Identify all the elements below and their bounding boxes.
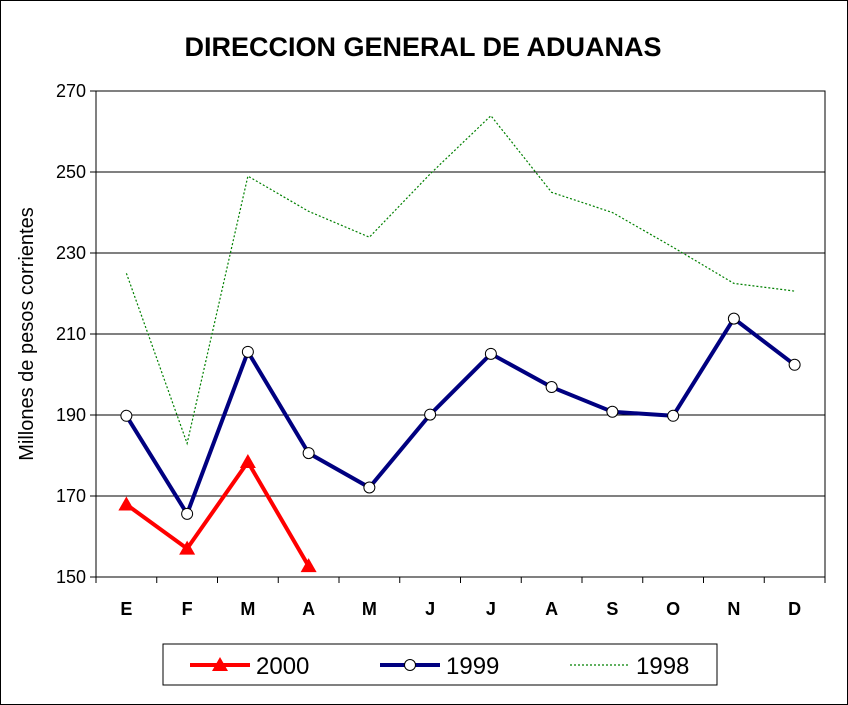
legend: 2000 1999 1998 bbox=[162, 643, 718, 686]
x-tick-label-7: A bbox=[545, 599, 558, 619]
series-2000-line bbox=[125, 458, 311, 568]
series-1999-point-10 bbox=[727, 312, 740, 325]
grid bbox=[96, 171, 825, 497]
series-2000-point-1 bbox=[179, 540, 196, 555]
series bbox=[118, 114, 801, 573]
series-1999-point-2 bbox=[241, 345, 254, 358]
x-tick-label-0: E bbox=[120, 599, 132, 619]
series-2000-point-2 bbox=[239, 453, 256, 468]
series-2000-point-3 bbox=[300, 558, 317, 573]
x-tick-label-1: F bbox=[182, 599, 193, 619]
y-tick-label-190: 190 bbox=[56, 405, 86, 425]
series-1999-point-3 bbox=[302, 447, 315, 460]
axes: 150 170 190 210 230 250 270 E F M A M J J A S O N D bbox=[56, 81, 826, 619]
series-1999-point-0 bbox=[120, 409, 133, 422]
y-tick-label-170: 170 bbox=[56, 486, 86, 506]
y-tick-label-210: 210 bbox=[56, 324, 86, 344]
x-tick-label-6: J bbox=[486, 599, 496, 619]
x-tick-label-11: D bbox=[788, 599, 801, 619]
x-tick-label-10: N bbox=[727, 599, 740, 619]
legend-1999-marker bbox=[404, 659, 416, 671]
x-tick-label-4: M bbox=[362, 599, 377, 619]
y-tick-label-150: 150 bbox=[56, 567, 86, 587]
x-tick-label-2: M bbox=[240, 599, 255, 619]
series-1999-line bbox=[124, 315, 796, 519]
series-1999-point-4 bbox=[363, 481, 376, 494]
legend-1999-label: 1999 bbox=[446, 653, 499, 680]
legend-1998-label: 1998 bbox=[636, 653, 689, 680]
chart-title: DIRECCION GENERAL DE ADUANAS bbox=[184, 32, 661, 62]
series-1999-point-5 bbox=[424, 408, 437, 421]
x-tick-label-3: A bbox=[302, 599, 315, 619]
y-axis-label: Millones de pesos corrientes bbox=[16, 207, 38, 460]
y-tick-label-230: 230 bbox=[56, 243, 86, 263]
x-tick-label-5: J bbox=[425, 599, 435, 619]
series-1999-point-1 bbox=[181, 507, 194, 520]
legend-2000-marker bbox=[212, 657, 228, 671]
legend-2000-label: 2000 bbox=[256, 653, 309, 680]
series-1998-line bbox=[125, 114, 795, 446]
series-2000-point-0 bbox=[118, 496, 135, 511]
y-tick-label-250: 250 bbox=[56, 162, 86, 182]
series-1999-point-11 bbox=[788, 358, 801, 371]
series-1999-point-8 bbox=[606, 405, 619, 418]
series-1999-point-9 bbox=[667, 409, 680, 422]
series-1999-point-6 bbox=[484, 347, 497, 360]
y-tick-label-270: 270 bbox=[56, 81, 86, 101]
x-tick-label-9: O bbox=[666, 599, 680, 619]
series-1999-point-7 bbox=[545, 381, 558, 394]
x-tick-label-8: S bbox=[606, 599, 618, 619]
